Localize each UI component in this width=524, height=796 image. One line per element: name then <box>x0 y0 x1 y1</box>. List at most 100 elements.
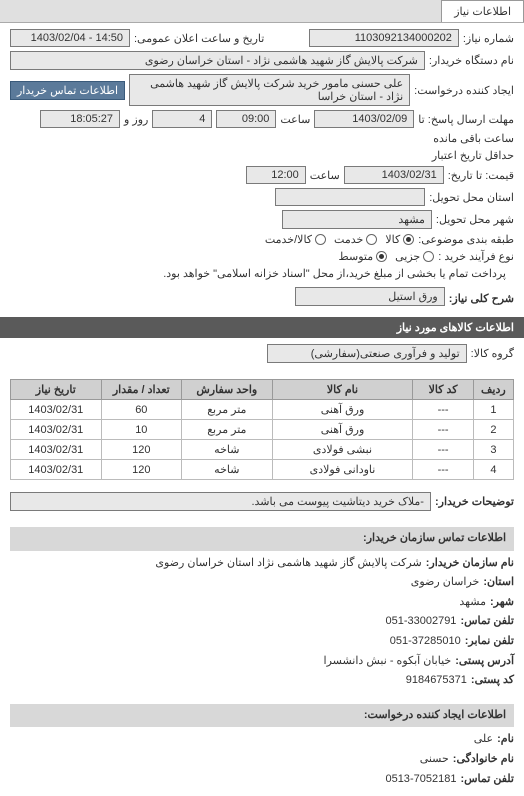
city-k: شهر: <box>490 596 514 608</box>
items-table: ردیفکد کالانام کالاواحد سفارشتعداد / مقد… <box>10 379 514 480</box>
table-row: 2---ورق آهنیمتر مربع101403/02/31 <box>11 420 514 440</box>
items-group-row: گروه کالا: تولید و فرآوری صنعتی(سفارشی) <box>0 338 524 373</box>
radio-icon <box>366 234 377 245</box>
table-cell: ورق آهنی <box>272 420 413 440</box>
table-cell: شاخه <box>182 440 273 460</box>
items-title-band: اطلاعات کالاهای مورد نیاز <box>0 317 524 338</box>
items-table-wrap: ردیفکد کالانام کالاواحد سفارشتعداد / مقد… <box>0 373 524 486</box>
buyer-contact-block: اطلاعات تماس سازمان خریدار: نام سازمان خ… <box>0 521 524 698</box>
radio-small[interactable]: جزیی <box>395 250 434 263</box>
remaining-time-label: ساعت باقی مانده <box>433 132 514 145</box>
reply-time: 09:00 <box>216 110 276 128</box>
bphone-k: تلفن تماس: <box>460 615 514 627</box>
table-header: تاریخ نیاز <box>11 380 102 400</box>
requester-label: ایجاد کننده درخواست: <box>414 84 514 97</box>
postal-k: کد پستی: <box>471 674 514 686</box>
buyer-note-value: -ملاک خرید دیتاشیت پیوست می باشد. <box>10 492 431 511</box>
page-container: اطلاعات نیاز شماره نیاز: 110309213400020… <box>0 0 524 796</box>
radio-icon <box>403 234 414 245</box>
radio-service[interactable]: خدمت <box>334 233 377 246</box>
table-cell: 120 <box>101 460 181 480</box>
radio-medium[interactable]: متوسط <box>339 250 388 263</box>
table-cell: 4 <box>473 460 513 480</box>
credit-time-label: ساعت <box>310 169 340 182</box>
requester-contact-block: اطلاعات ایجاد کننده درخواست: نام:علی نام… <box>0 698 524 796</box>
table-header: واحد سفارش <box>182 380 273 400</box>
buyer-note-label: توضیحات خریدار: <box>435 495 514 508</box>
radio-icon <box>315 234 326 245</box>
table-row: 3---نبشی فولادیشاخه1201403/02/31 <box>11 440 514 460</box>
table-cell: --- <box>413 460 473 480</box>
form-header: شماره نیاز: 1103092134000202 تاریخ و ساع… <box>0 23 524 317</box>
reply-time-label: ساعت <box>280 113 310 126</box>
radio-icon <box>376 251 387 262</box>
remaining-days-label: روز و <box>124 113 148 126</box>
credit-min-label: حداقل تاریخ اعتبار <box>432 149 514 162</box>
fax-v: 37285010-051 <box>390 635 461 647</box>
addr-v: خیابان آبکوه - نبش دانشسرا <box>324 655 452 667</box>
table-cell: 1 <box>473 400 513 420</box>
table-header: ردیف <box>473 380 513 400</box>
credit-date: 1403/02/31 <box>344 166 444 184</box>
table-cell: --- <box>413 440 473 460</box>
postal-v: 9184675371 <box>406 674 467 686</box>
table-cell: ناودانی فولادی <box>272 460 413 480</box>
buyer-note-row: توضیحات خریدار: -ملاک خرید دیتاشیت پیوست… <box>0 486 524 521</box>
requester-value: علی حسنی مامور خرید شرکت پالایش گاز شهید… <box>129 74 410 106</box>
rphone-k: تلفن تماس: <box>460 773 514 785</box>
table-cell: 2 <box>473 420 513 440</box>
contact-link[interactable]: اطلاعات تماس خریدار <box>10 81 125 100</box>
radio-goods[interactable]: کالا <box>385 233 414 246</box>
announce-label: تاریخ و ساعت اعلان عمومی: <box>134 32 264 45</box>
buyer-contact-title: اطلاعات تماس سازمان خریدار: <box>10 527 514 551</box>
category-label: طبقه بندی موضوعی: <box>418 233 514 246</box>
delivery-city-label: شهر محل تحویل: <box>436 213 514 226</box>
table-cell: ورق آهنی <box>272 400 413 420</box>
announce-value: 14:50 - 1403/02/04 <box>10 29 130 47</box>
table-cell: 120 <box>101 440 181 460</box>
credit-time: 12:00 <box>246 166 306 184</box>
delivery-prov-value <box>275 188 425 206</box>
buyer-org-value: شرکت پالایش گاز شهید هاشمی نژاد - استان … <box>10 51 425 70</box>
province-v: خراسان رضوی <box>411 576 480 588</box>
table-header: تعداد / مقدار <box>101 380 181 400</box>
table-cell: 60 <box>101 400 181 420</box>
table-cell: --- <box>413 420 473 440</box>
table-row: 4---ناودانی فولادیشاخه1201403/02/31 <box>11 460 514 480</box>
radio-goods-service[interactable]: کالا/خدمت <box>265 233 326 246</box>
fname-k: نام: <box>497 733 514 745</box>
province-k: استان: <box>483 576 514 588</box>
subject-label: شرح کلی نیاز: <box>449 292 514 305</box>
delivery-prov-label: استان محل تحویل: <box>429 191 514 204</box>
addr-k: آدرس پستی: <box>455 655 514 667</box>
buyer-org-label: نام دستگاه خریدار: <box>429 54 514 67</box>
lname-v: حسنی <box>420 753 449 765</box>
group-label: گروه کالا: <box>471 347 514 360</box>
table-cell: شاخه <box>182 460 273 480</box>
city-v: مشهد <box>459 596 486 608</box>
fax-k: تلفن نمابر: <box>465 635 514 647</box>
purchase-type-label: نوع فرآیند خرید : <box>438 250 514 263</box>
tab-info[interactable]: اطلاعات نیاز <box>441 0 524 22</box>
requester-contact-title: اطلاعات ایجاد کننده درخواست: <box>10 704 514 728</box>
org-name-v: شرکت پالایش گاز شهید هاشمی نژاد استان خر… <box>155 557 421 569</box>
org-name-k: نام سازمان خریدار: <box>426 557 514 569</box>
reply-date: 1403/02/09 <box>314 110 414 128</box>
tab-bar: اطلاعات نیاز <box>0 0 524 23</box>
req-no-label: شماره نیاز: <box>463 32 514 45</box>
table-header: نام کالا <box>272 380 413 400</box>
lname-k: نام خانوادگی: <box>453 753 514 765</box>
table-header: کد کالا <box>413 380 473 400</box>
table-cell: 3 <box>473 440 513 460</box>
req-no-value: 1103092134000202 <box>309 29 459 47</box>
table-cell: --- <box>413 400 473 420</box>
rphone-v: 7052181-0513 <box>385 773 456 785</box>
credit-label2: قیمت: تا تاریخ: <box>448 169 514 182</box>
category-radio-group: کالا خدمت کالا/خدمت <box>265 233 414 246</box>
group-value: تولید و فرآوری صنعتی(سفارشی) <box>267 344 467 363</box>
table-cell: متر مربع <box>182 400 273 420</box>
table-cell: 1403/02/31 <box>11 440 102 460</box>
table-cell: متر مربع <box>182 420 273 440</box>
purchase-note: پرداخت تمام یا بخشی از مبلغ خرید،از محل … <box>163 267 506 280</box>
table-cell: 1403/02/31 <box>11 400 102 420</box>
